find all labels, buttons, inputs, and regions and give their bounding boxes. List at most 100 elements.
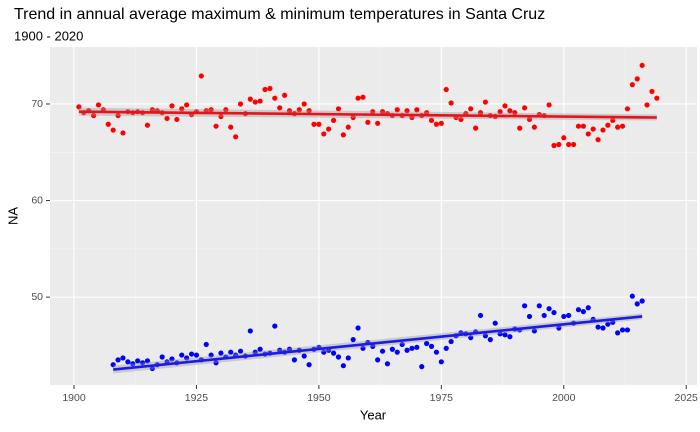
point	[286, 108, 293, 114]
point	[526, 116, 533, 123]
point	[125, 359, 131, 365]
point	[120, 355, 126, 361]
point	[237, 348, 244, 354]
point	[619, 327, 626, 333]
point	[335, 106, 342, 112]
point	[350, 337, 356, 343]
point	[110, 127, 116, 133]
point	[531, 124, 537, 130]
point	[198, 73, 204, 79]
point	[277, 105, 283, 111]
point	[291, 357, 298, 363]
point	[521, 303, 528, 309]
point	[634, 301, 640, 307]
point	[497, 331, 503, 337]
point	[556, 325, 562, 331]
point	[482, 99, 489, 105]
point	[345, 124, 351, 130]
point	[360, 345, 366, 351]
point	[570, 141, 577, 148]
point	[252, 349, 258, 355]
point	[208, 352, 214, 358]
point	[477, 110, 484, 116]
point	[301, 353, 307, 359]
point	[76, 104, 82, 110]
point	[335, 354, 342, 360]
point	[428, 343, 435, 349]
point	[218, 113, 224, 120]
panel	[50, 47, 697, 385]
point	[605, 122, 611, 128]
point	[184, 102, 190, 108]
point	[247, 96, 253, 102]
point	[272, 323, 278, 329]
trend-line	[78, 110, 657, 119]
point	[257, 346, 263, 352]
point	[311, 121, 317, 127]
x-tick-label: 1925	[185, 392, 209, 404]
point	[379, 348, 386, 354]
point	[414, 344, 420, 350]
x-tick-label: 1950	[307, 392, 331, 404]
point	[575, 307, 582, 313]
point	[624, 106, 631, 112]
point	[443, 86, 449, 93]
point	[428, 117, 435, 123]
point	[639, 298, 645, 304]
point	[350, 114, 356, 121]
point	[174, 116, 180, 123]
point	[595, 137, 601, 143]
point	[306, 362, 312, 368]
point	[610, 319, 616, 325]
point	[629, 82, 635, 88]
point	[272, 95, 278, 101]
point	[257, 98, 263, 104]
point	[624, 327, 631, 333]
point	[330, 350, 337, 356]
chart-subtitle: 1900 - 2020	[14, 28, 83, 43]
point	[595, 324, 601, 330]
point	[438, 120, 444, 126]
point	[262, 86, 268, 93]
point	[502, 103, 508, 109]
point	[492, 320, 498, 326]
point	[556, 141, 562, 148]
x-tick-label: 2000	[552, 392, 576, 404]
point	[551, 309, 557, 316]
point	[340, 363, 346, 369]
point	[164, 115, 170, 122]
point	[561, 135, 567, 141]
point	[223, 107, 229, 113]
point	[282, 92, 288, 98]
point	[193, 352, 200, 358]
point	[629, 293, 635, 299]
point	[169, 356, 175, 362]
point	[477, 312, 484, 319]
point	[316, 121, 322, 127]
point	[184, 355, 190, 361]
point	[139, 360, 146, 366]
point	[546, 306, 552, 312]
point	[355, 95, 361, 101]
point	[409, 345, 415, 351]
point	[379, 109, 386, 115]
point	[95, 102, 102, 108]
point	[330, 117, 337, 123]
point	[375, 120, 381, 126]
point	[600, 127, 606, 133]
x-tick-label: 1900	[62, 392, 86, 404]
point	[365, 119, 371, 125]
point	[135, 358, 141, 364]
point	[228, 124, 234, 130]
point	[130, 361, 136, 367]
point	[590, 126, 596, 132]
y-axis-title: NA	[5, 207, 20, 225]
point	[110, 362, 116, 368]
point	[512, 110, 518, 116]
point	[120, 130, 126, 136]
point	[340, 132, 346, 138]
point	[213, 360, 219, 366]
point	[580, 123, 586, 129]
point	[517, 125, 523, 131]
